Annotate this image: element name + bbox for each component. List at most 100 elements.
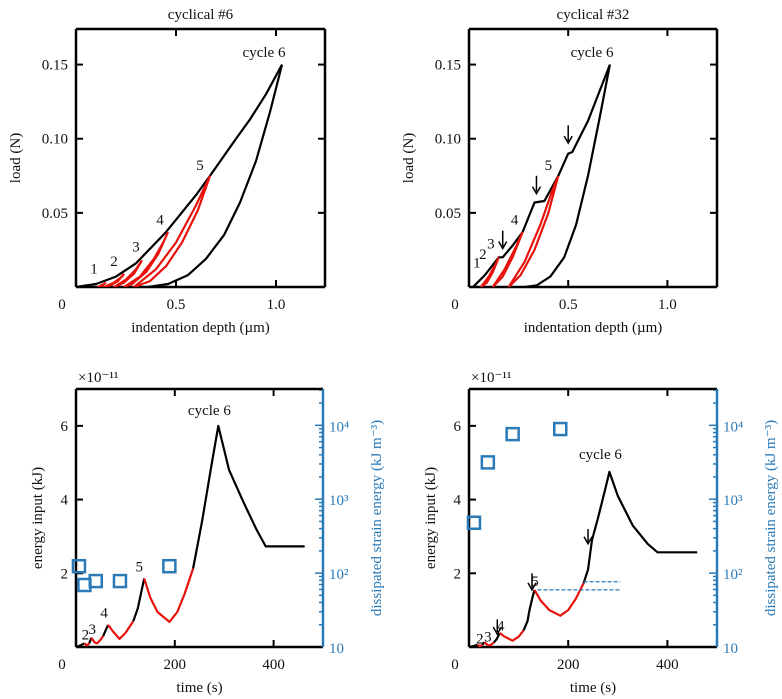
right-tick-label: 10 <box>723 641 738 657</box>
x-axis-label: indentation depth (µm) <box>524 320 663 336</box>
annotation-label: 2 <box>476 631 484 647</box>
x-tick-label: 400 <box>656 657 679 673</box>
scatter-point <box>553 421 568 437</box>
x-tick-label: 0.5 <box>167 297 186 313</box>
series-line <box>472 64 611 287</box>
x-tick-label: 1.0 <box>267 297 286 313</box>
chart-title: cyclical #6 <box>168 7 234 23</box>
y-axis-label: load (N) <box>401 133 417 183</box>
scatter-point <box>162 558 177 574</box>
y-tick-label: 6 <box>454 419 462 435</box>
scatter-point <box>505 426 520 442</box>
annotation-label: 5 <box>545 158 553 174</box>
annotation-label: 2 <box>479 247 487 263</box>
series-line <box>479 256 500 287</box>
series-line <box>469 643 478 647</box>
y-axis-label: energy input (kJ) <box>30 467 46 569</box>
y-multiplier: ×10⁻¹¹ <box>471 370 511 386</box>
series-line <box>476 643 483 647</box>
annotation-label: 3 <box>484 629 492 645</box>
right-axis-label: dissipated strain energy (kJ m⁻³) <box>369 420 385 616</box>
y-tick-label: 0.05 <box>435 206 461 222</box>
annotation-label: 3 <box>487 236 495 252</box>
y-axis-label: energy input (kJ) <box>423 467 439 569</box>
annotation-label: cycle 6 <box>579 447 622 463</box>
annotation-label: 2 <box>82 628 90 644</box>
y-tick-label: 0.10 <box>42 132 68 148</box>
scatter-point <box>466 515 482 531</box>
annotation-label: 4 <box>497 618 505 634</box>
arrow-head <box>563 135 573 145</box>
y-axis-label: load (N) <box>8 133 24 183</box>
series-line <box>533 582 585 617</box>
series-line <box>107 620 135 640</box>
x-tick-label: 200 <box>164 657 187 673</box>
plot-area <box>469 470 698 647</box>
series-line <box>76 642 85 647</box>
chart-panel-2: cyclical #32 0 0.5 1.0 0.05 0.10 0.15 indentati… <box>401 7 719 336</box>
x-axis-label: time (s) <box>176 680 222 696</box>
series-line <box>83 642 91 647</box>
annotation-label: cycle 6 <box>571 45 614 61</box>
series-line <box>492 632 501 644</box>
annotation-label: 5 <box>196 158 204 174</box>
scatter-point <box>112 573 128 589</box>
y-tick-label: 0.10 <box>435 132 461 148</box>
right-tick-label: 10³ <box>329 493 349 509</box>
series-line <box>102 624 110 637</box>
annotation-label: cycle 6 <box>188 403 231 419</box>
chart-panel-1: cyclical #6 0 0.5 1.0 0.05 0.10 0.15 indentatio… <box>8 7 327 336</box>
series-line <box>491 231 524 287</box>
right-tick-label: 10³ <box>723 493 743 509</box>
series-line <box>507 175 560 287</box>
y-tick-label: 2 <box>61 566 69 582</box>
annotation-label: 4 <box>511 213 519 229</box>
chart-title: cyclical #32 <box>557 7 630 23</box>
plot-area <box>76 64 284 287</box>
series-line <box>76 64 283 287</box>
annotation-label: 5 <box>135 559 143 575</box>
scatter-point <box>480 455 496 470</box>
series-line <box>132 175 212 287</box>
series-line <box>524 64 611 287</box>
arrow-head <box>492 626 502 636</box>
annotation-label: 1 <box>473 256 481 272</box>
x-tick-label: 0.5 <box>559 297 578 313</box>
x-tick-label: 1.0 <box>658 297 677 313</box>
series-line <box>483 641 495 647</box>
x-tick-label: 400 <box>262 657 285 673</box>
series-line <box>582 470 698 584</box>
right-tick-label: 10⁴ <box>329 419 349 435</box>
series-line <box>122 231 170 287</box>
series-line <box>143 568 195 623</box>
x-axis-label: indentation depth (µm) <box>131 320 270 336</box>
y-tick-label: 0.05 <box>42 206 68 222</box>
plot-area <box>76 424 305 647</box>
y-tick-label: 0.15 <box>42 58 68 74</box>
annotation-label: 4 <box>156 213 164 229</box>
series-line <box>522 589 536 631</box>
right-axis-label: dissipated strain energy (kJ m⁻³) <box>763 420 779 616</box>
right-tick-label: 10² <box>329 567 349 583</box>
annotation-label: 5 <box>531 574 539 590</box>
series-line <box>132 578 146 622</box>
y-tick-label: 2 <box>454 566 462 582</box>
x-tick-label: 0 <box>451 297 459 313</box>
scatter-point <box>88 573 104 589</box>
x-tick-label: 0 <box>58 297 66 313</box>
series-line <box>499 629 525 642</box>
y-tick-label: 0.15 <box>435 58 461 74</box>
y-tick-label: 4 <box>61 493 69 509</box>
scatter-point <box>71 558 87 574</box>
x-tick-label: 200 <box>557 657 580 673</box>
x-tick-label: 0 <box>58 657 66 673</box>
annotation-label: 1 <box>90 262 98 278</box>
series-line <box>90 635 105 645</box>
series-line <box>192 424 305 569</box>
annotation-label: 2 <box>110 254 118 270</box>
series-line <box>96 281 107 287</box>
arrow-head <box>527 582 537 592</box>
